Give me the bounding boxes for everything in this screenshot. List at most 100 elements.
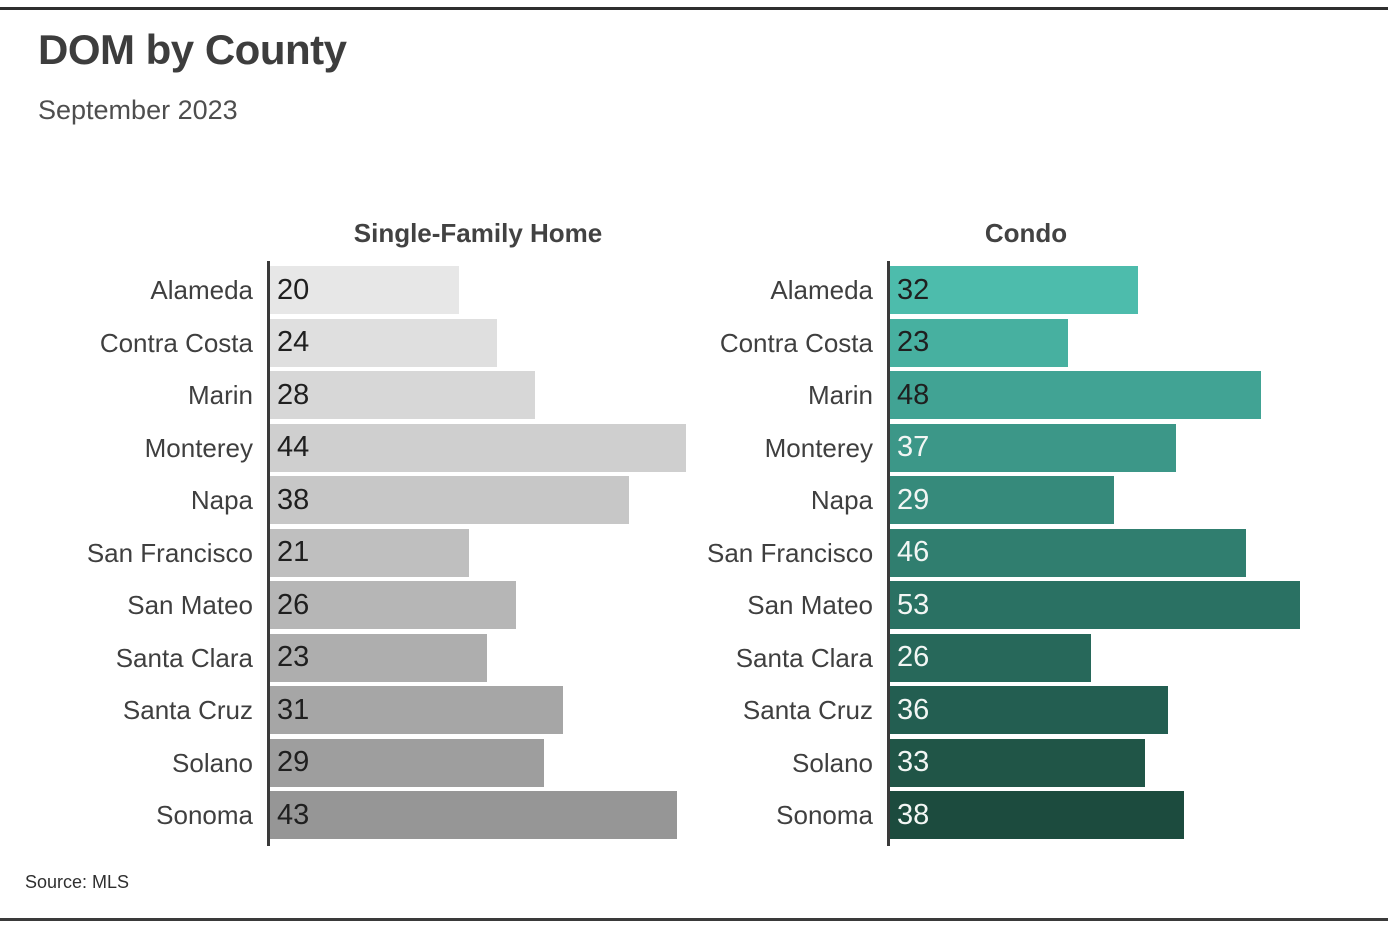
category-label: Alameda <box>770 275 873 305</box>
chart-row: Monterey 44 <box>35 423 686 472</box>
chart-title: DOM by County <box>38 26 347 73</box>
bar-track: 20 <box>270 266 686 314</box>
chart-row: Contra Costa 24 <box>35 318 686 367</box>
bar: 21 <box>270 528 469 577</box>
chart-row: Napa 29 <box>707 476 1300 524</box>
bar: 23 <box>890 318 1068 367</box>
chart-row: San Francisco 21 <box>35 528 686 577</box>
chart-row: Marin 28 <box>35 371 686 419</box>
bar-track: 33 <box>890 738 1300 787</box>
category-label: Santa Clara <box>735 642 873 673</box>
value-label: 48 <box>897 378 930 411</box>
chart-row: Alameda 32 <box>707 266 1300 314</box>
bar: 44 <box>270 423 686 472</box>
y-axis-line <box>887 261 890 846</box>
bar: 20 <box>270 266 460 314</box>
value-label: 36 <box>897 693 930 726</box>
bar: 28 <box>270 371 535 419</box>
bar: 36 <box>890 686 1169 734</box>
category-label: Sonoma <box>156 800 253 830</box>
category-label: Marin <box>187 380 253 410</box>
category-label: San Mateo <box>747 590 873 620</box>
bar-track: 29 <box>270 738 686 787</box>
chart-row: San Mateo 53 <box>707 581 1300 629</box>
y-axis-line <box>267 261 270 846</box>
bar: 53 <box>890 581 1300 629</box>
panel-title-condo: Condo <box>984 218 1068 248</box>
bar: 32 <box>890 266 1138 314</box>
bar-track: 23 <box>270 633 686 682</box>
top-rule <box>0 7 1388 10</box>
bar-track: 44 <box>270 423 686 472</box>
bar-track: 46 <box>890 528 1300 577</box>
category-label: Contra Costa <box>99 327 253 358</box>
chart-row: San Mateo 26 <box>35 581 686 629</box>
value-label: 20 <box>277 273 310 306</box>
value-label: 38 <box>897 798 930 831</box>
bar: 29 <box>270 738 545 787</box>
chart-row: Solano 29 <box>35 738 686 787</box>
bar-rows: Alameda 20 Contra Costa 24 Marin 28 Monterey 44… <box>35 266 686 839</box>
value-label: 46 <box>897 536 930 568</box>
category-label: Solano <box>172 747 253 778</box>
value-label: 33 <box>897 746 930 778</box>
bottom-rule <box>0 918 1388 921</box>
category-label: Santa Cruz <box>122 695 253 725</box>
bar: 26 <box>270 581 516 629</box>
bar-rows: Alameda 32 Contra Costa 23 Marin 48 Monterey 37… <box>707 266 1300 839</box>
chart-row: San Francisco 46 <box>707 528 1300 577</box>
chart-row: Alameda 20 <box>35 266 686 314</box>
category-label: Monterey <box>764 432 873 463</box>
bar-track: 21 <box>270 528 686 577</box>
category-label: Contra Costa <box>719 327 873 358</box>
bar: 38 <box>890 791 1184 839</box>
chart-row: Sonoma 38 <box>707 791 1300 839</box>
bar-track: 26 <box>890 633 1300 682</box>
bar-track: 37 <box>890 423 1300 472</box>
bar-track: 38 <box>270 476 686 524</box>
value-label: 26 <box>277 588 310 621</box>
chart-row: Santa Clara 23 <box>35 633 686 682</box>
value-label: 43 <box>277 798 310 831</box>
value-label: 24 <box>277 326 310 358</box>
bar: 24 <box>270 318 497 367</box>
bar: 48 <box>890 371 1262 419</box>
bar: 46 <box>890 528 1246 577</box>
single-family-home-bar-chart: Alameda 20 Contra Costa 24 Marin 28 Monterey 44… <box>35 261 686 846</box>
chart-row: Santa Cruz 36 <box>707 686 1300 734</box>
bar-track: 29 <box>890 476 1300 524</box>
bar-track: 48 <box>890 371 1300 419</box>
category-label: Napa <box>190 485 253 515</box>
category-label: Alameda <box>150 275 253 305</box>
bar-track: 43 <box>270 791 686 839</box>
value-label: 21 <box>277 536 310 568</box>
category-label: Napa <box>810 485 873 515</box>
value-label: 23 <box>897 326 930 358</box>
category-label: San Francisco <box>707 537 874 568</box>
bar: 23 <box>270 633 488 682</box>
category-label: Santa Clara <box>115 642 253 673</box>
value-label: 32 <box>897 273 930 306</box>
category-label: Marin <box>807 380 873 410</box>
chart-row: Solano 33 <box>707 738 1300 787</box>
bar-track: 38 <box>890 791 1300 839</box>
value-label: 29 <box>897 483 930 516</box>
chart-subtitle: September 2023 <box>38 95 238 125</box>
source-note: Source: MLS <box>25 872 130 892</box>
category-label: Monterey <box>144 432 253 463</box>
panel-title-single-family-home: Single-Family Home <box>353 218 603 248</box>
bar-track: 36 <box>890 686 1300 734</box>
chart-row: Contra Costa 23 <box>707 318 1300 367</box>
chart-row: Marin 48 <box>707 371 1300 419</box>
bar-track: 24 <box>270 318 686 367</box>
bar: 43 <box>270 791 677 839</box>
bar-track: 31 <box>270 686 686 734</box>
category-label: Santa Cruz <box>742 695 873 725</box>
value-label: 26 <box>897 641 930 673</box>
bar-track: 26 <box>270 581 686 629</box>
bar-track: 32 <box>890 266 1300 314</box>
bar: 37 <box>890 423 1177 472</box>
category-label: Sonoma <box>776 800 873 830</box>
value-label: 31 <box>277 693 310 726</box>
